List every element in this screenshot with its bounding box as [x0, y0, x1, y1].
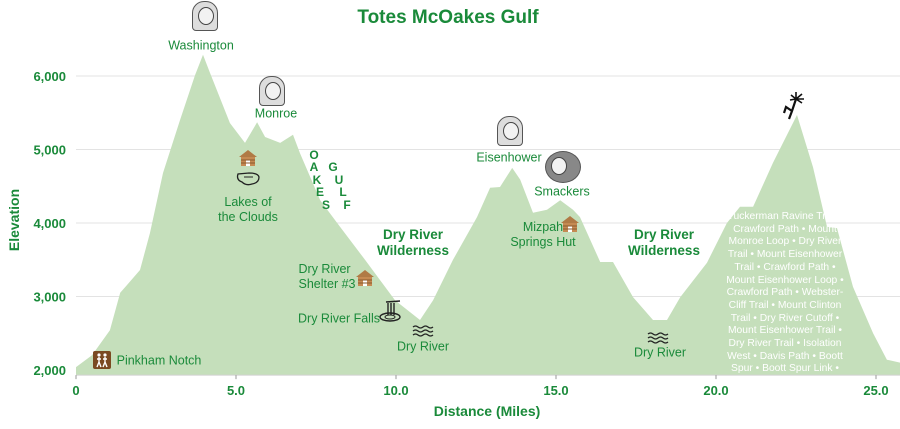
oakes-letter: O: [309, 148, 319, 162]
x-tick-label: 5.0: [227, 383, 245, 398]
palm-tree-figure-icon: [782, 92, 804, 120]
annotation-dry-river: Dry River: [396, 339, 450, 354]
x-tick-label: 20.0: [703, 383, 728, 398]
annotation-pinkham-notch: Pinkham Notch: [116, 353, 202, 368]
gulf-letter: F: [343, 198, 351, 212]
annotation-line: Dry River: [298, 262, 351, 276]
annotation-washington: Washington: [168, 38, 234, 53]
monroe-portrait-icon: [259, 76, 285, 106]
y-tick-label: 2,000: [33, 363, 66, 378]
gulf-letter: G: [328, 160, 338, 174]
cabin-icon: [239, 150, 257, 166]
annotation-dry-river-wilderness: Dry River Wilderness: [377, 227, 449, 259]
annotation-dry-river-shelter: Dry River Shelter #3: [299, 262, 356, 292]
annotation-monroe: Monroe: [254, 106, 298, 121]
trail-list-text: Tuckerman Ravine Trail • Crawford Path •…: [726, 211, 844, 388]
x-tick-label: 25.0: [863, 383, 888, 398]
annotation-line: Springs Hut: [510, 235, 576, 249]
annotation-line: Dry River: [382, 227, 444, 242]
water-waves-icon: [412, 325, 434, 337]
washington-portrait-icon: [192, 1, 218, 31]
y-axis-label: Elevation: [6, 188, 22, 252]
x-axis-label: Distance (Miles): [433, 403, 541, 419]
cabin-icon: [356, 270, 374, 286]
annotation-eisenhower: Eisenhower: [476, 150, 542, 165]
hikers-sign-icon: [93, 351, 111, 369]
oakes-letter: A: [309, 160, 319, 174]
annotation-line: Dry River: [633, 227, 695, 242]
y-tick-label: 3,000: [33, 290, 66, 305]
eisenhower-portrait-icon: [497, 116, 523, 146]
lake-icon: [236, 172, 260, 186]
annotation-line: Wilderness: [377, 243, 449, 258]
annotation-line: the Clouds: [218, 210, 278, 224]
gulf-letter: U: [334, 173, 344, 187]
annotation-line: Wilderness: [628, 243, 700, 258]
annotation-line: Shelter #3: [298, 277, 356, 291]
oakes-letter: K: [312, 173, 322, 187]
annotation-mizpah-springs-hut: Mizpah Springs Hut: [510, 220, 575, 250]
annotation-lakes-of-the-clouds: Lakes of the Clouds: [218, 195, 278, 225]
y-tick-label: 4,000: [33, 216, 66, 231]
annotation-dry-river: Dry River: [633, 345, 687, 360]
chart-title: Totes McOakes Gulf: [357, 7, 539, 28]
x-tick-label: 10.0: [383, 383, 408, 398]
cabin-icon: [561, 216, 579, 232]
waterfall-icon: [379, 300, 401, 322]
y-tick-label: 5,000: [33, 143, 66, 158]
annotation-smackers: Smackers: [534, 184, 590, 199]
water-waves-icon: [647, 332, 669, 344]
oakes-letter: E: [315, 185, 325, 199]
x-tick-label: 0: [72, 383, 79, 398]
annotation-line: Lakes of: [224, 195, 272, 209]
dog-photo-icon: [545, 151, 581, 183]
oakes-letter: S: [321, 198, 331, 212]
annotation-dry-river-wilderness: Dry River Wilderness: [628, 227, 700, 259]
annotation-dry-river-falls: Dry River Falls: [298, 311, 380, 326]
elevation-area: [76, 54, 900, 376]
gulf-letter: L: [339, 185, 347, 199]
y-tick-label: 6,000: [33, 69, 66, 84]
x-tick-label: 15.0: [543, 383, 568, 398]
annotation-line: Mizpah: [522, 220, 564, 234]
